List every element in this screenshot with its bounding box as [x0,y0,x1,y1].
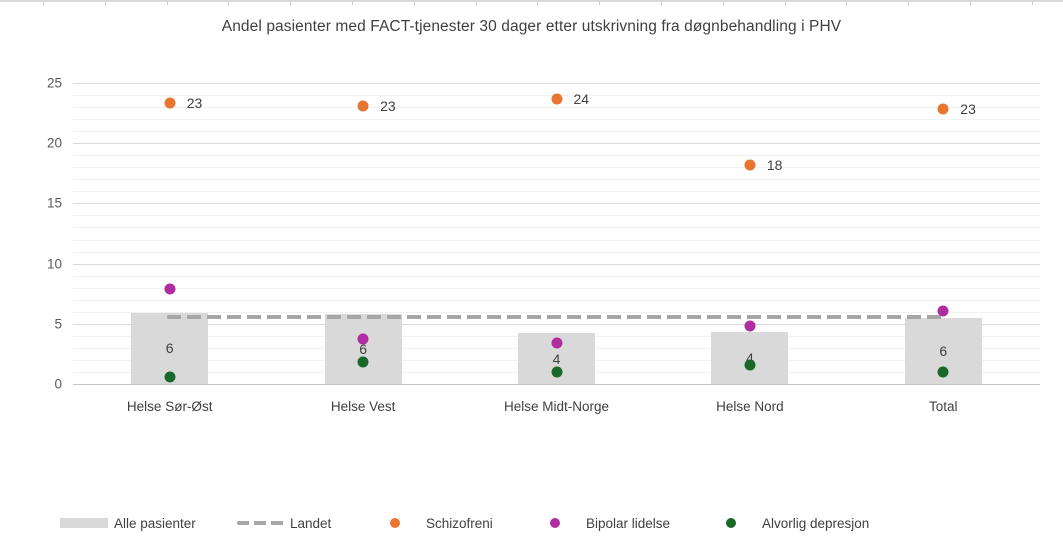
scatter-data-label: 23 [380,97,396,114]
minor-gridline [73,287,1040,289]
dot-swatch-icon [726,518,736,528]
major-gridline [73,83,1040,84]
ruler-tick [785,2,786,5]
scatter-dot-bipolar-lidelse [357,333,369,345]
scatter-dot-schizofreni [357,100,369,112]
legend-item-alle-pasienter: Alle pasienter [60,514,196,532]
minor-gridline [73,215,1040,217]
minor-gridline [73,167,1040,169]
x-axis-line [73,384,1040,385]
legend-item-alvorlig-depresjon: Alvorlig depresjon [726,514,869,532]
scatter-dot-bipolar-lidelse [164,283,176,295]
y-axis-tick-label: 20 [46,135,62,151]
minor-gridline [73,107,1040,109]
major-gridline [73,203,1040,205]
scatter-dot-alvorlig-depresjon [937,366,949,378]
ruler-line [0,0,1063,2]
y-axis-tick-label: 5 [54,316,62,332]
y-axis-tick-label: 15 [46,195,62,211]
ruler-tick [846,2,847,5]
minor-gridline [73,251,1040,253]
bar-alle-pasienter [711,332,789,384]
minor-gridline [73,311,1040,313]
scatter-dot-bipolar-lidelse [744,320,756,332]
bar-data-label: 6 [165,340,174,357]
ruler-tick [105,2,106,5]
bar-data-label: 4 [552,350,561,367]
y-axis-tick-label: 25 [46,75,62,91]
ruler-tick [723,2,724,5]
ruler-tick [476,2,477,5]
bar-alle-pasienter [324,314,402,384]
spreadsheet-ruler [0,0,1063,6]
dashed-line-swatch-icon [237,521,285,525]
scatter-data-label: 24 [573,90,590,107]
minor-gridline [73,179,1040,181]
ruler-tick [908,2,909,5]
major-gridline [73,323,1040,325]
minor-gridline [73,239,1040,241]
scatter-dot-schizofreni [937,103,949,115]
bar-data-label: 4 [745,350,754,367]
y-axis-tick-label: 0 [54,376,62,392]
ruler-tick [228,2,229,5]
minor-gridline [73,155,1040,157]
x-axis-category-label: Helse Midt-Norge [503,399,610,414]
chart-legend: Alle pasienter Landet Schizofreni Bipola… [0,514,1063,534]
landet-dashed-line [166,314,947,319]
bar-data-label: 6 [359,341,367,358]
x-axis-category-label: Helse Vest [330,399,396,414]
bar-data-label: 6 [939,342,948,359]
ruler-tick [1032,2,1033,5]
minor-gridline [73,299,1040,301]
scatter-dot-schizofreni [551,93,562,105]
scatter-data-label: 18 [766,156,783,173]
ruler-tick [352,2,353,5]
scatter-dot-alvorlig-depresjon [551,366,562,378]
major-gridline [73,263,1040,265]
legend-label: Bipolar lidelse [586,515,671,531]
ruler-tick [599,2,600,5]
legend-item-schizofreni: Schizofreni [390,514,493,532]
legend-label: Alle pasienter [114,515,196,531]
x-axis-category-label: Total [929,399,958,414]
ruler-tick [43,2,44,5]
x-axis-category-label: Helse Nord [716,399,784,414]
scatter-dot-bipolar-lidelse [551,337,562,349]
minor-gridline [73,191,1040,193]
ruler-tick [290,2,291,5]
scatter-dot-bipolar-lidelse [937,305,949,317]
legend-label: Alvorlig depresjon [762,515,870,531]
dot-swatch-icon [550,518,560,528]
legend-item-landet: Landet [237,514,331,532]
ruler-tick [167,2,168,5]
scatter-data-label: 23 [960,101,976,118]
bar-swatch-icon [60,518,108,528]
scatter-data-label: 23 [186,95,203,112]
legend-label: Landet [290,515,332,531]
ruler-tick [661,2,662,5]
scatter-dot-alvorlig-depresjon [357,356,369,368]
x-axis-category-label: Helse Sør-Øst [126,399,213,414]
legend-item-bipolar-lidelse: Bipolar lidelse [550,514,670,532]
chart-title: Andel pasienter med FACT-tjenester 30 da… [221,18,842,35]
dot-swatch-icon [390,518,400,528]
y-axis-tick-label: 10 [46,256,62,272]
ruler-tick [414,2,415,5]
minor-gridline [73,119,1040,121]
scatter-dot-schizofreni [744,159,756,171]
scatter-dot-schizofreni [164,97,176,109]
minor-gridline [73,131,1040,133]
ruler-tick [537,2,538,5]
ruler-tick [970,2,971,5]
legend-label: Schizofreni [426,515,493,531]
scatter-dot-alvorlig-depresjon [744,359,756,371]
minor-gridline [73,275,1040,277]
minor-gridline [73,227,1040,229]
scatter-dot-alvorlig-depresjon [164,371,176,383]
major-gridline [73,143,1040,145]
